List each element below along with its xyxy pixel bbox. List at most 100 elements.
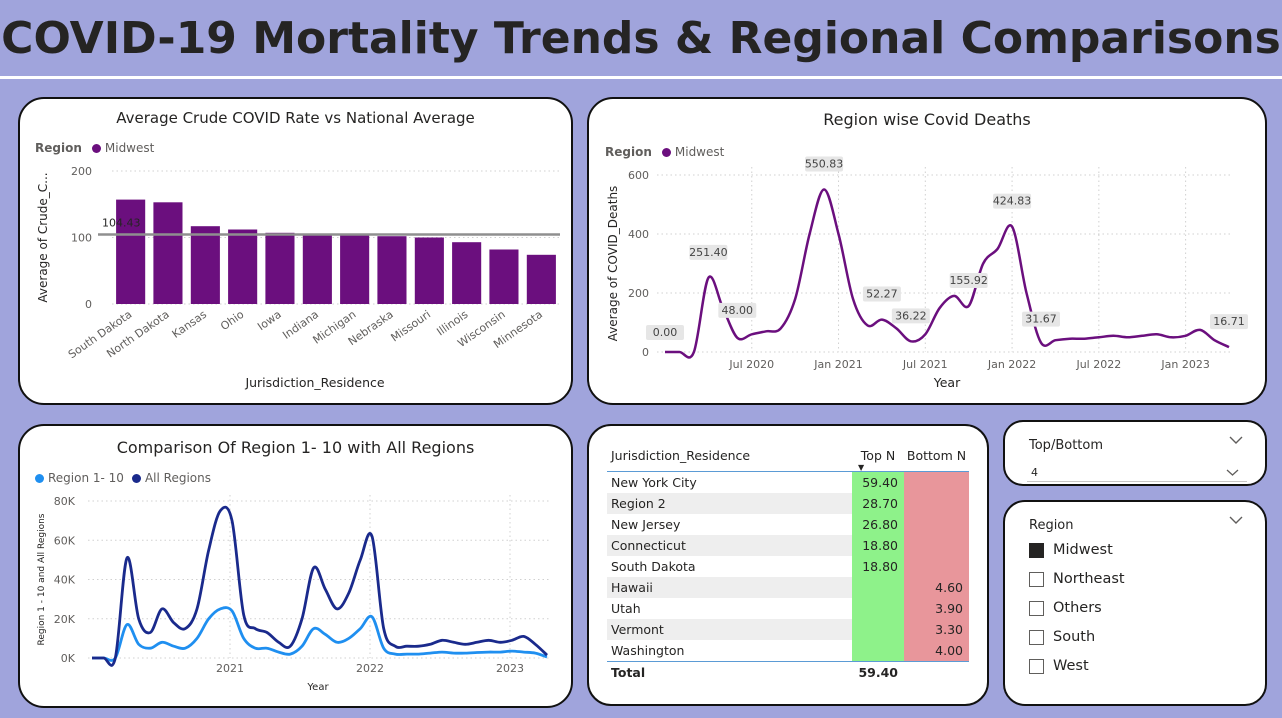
compare-legend-a: Region 1- 10 — [48, 471, 124, 485]
cell-top-n: 59.40 — [852, 472, 904, 493]
region-option-label: Midwest — [1053, 542, 1113, 558]
cell-jurisdiction: Hawaii — [611, 580, 653, 595]
bar-legend-item: Midwest — [104, 141, 155, 155]
total-value: 59.40 — [858, 665, 898, 680]
total-bottom-empty — [904, 662, 969, 683]
data-label-bg — [891, 308, 930, 324]
col-header-top-n[interactable]: Top N ▼ — [852, 448, 904, 472]
line-x-tick: Jan 2022 — [987, 358, 1036, 371]
region-collapse-chevron-icon[interactable] — [1229, 514, 1243, 529]
bar-y-axis-label: Average of Crude_C... — [36, 172, 50, 302]
table-row[interactable]: Utah 3.90 — [607, 598, 969, 619]
data-label: 251.40 — [689, 246, 728, 259]
data-label: 48.00 — [722, 304, 754, 317]
col-header-bottom-n[interactable]: Bottom N — [906, 448, 967, 463]
cell-top-n: 28.70 — [852, 493, 904, 514]
table-row[interactable]: Hawaii 4.60 — [607, 577, 969, 598]
bar-missouri — [414, 237, 444, 304]
table-row[interactable]: New York City 59.40 — [607, 472, 969, 493]
compare-x-axis-label: Year — [306, 682, 329, 693]
compare-chart-card[interactable]: Comparison Of Region 1- 10 with All Regi… — [18, 424, 573, 708]
line-y-tick: 0 — [642, 346, 649, 359]
checkbox-icon[interactable] — [1029, 658, 1044, 674]
all-regions-dot-icon — [131, 473, 141, 483]
bar-y-tick: 100 — [71, 232, 92, 245]
data-label-bg — [1022, 311, 1060, 327]
col-header-top-n-label: Top N — [860, 448, 896, 463]
cell-jurisdiction: Connecticut — [611, 538, 686, 553]
table-row[interactable]: Washington 4.00 — [607, 640, 969, 661]
compare-legend-b: All Regions — [144, 471, 211, 485]
data-label: 424.83 — [993, 195, 1032, 208]
table-header: Jurisdiction_Residence Top N ▼ Bottom N — [607, 438, 969, 472]
table-body: New York City 59.40 Region 2 28.70 New Jerse… — [607, 472, 969, 661]
region-option-west[interactable]: West — [1029, 658, 1089, 674]
midwest-deaths-line — [665, 188, 1230, 359]
data-label-bg — [862, 286, 901, 302]
col-header-jurisdiction[interactable]: Jurisdiction_Residence — [611, 448, 751, 463]
bar-minnesota — [526, 254, 556, 304]
checkbox-icon[interactable] — [1029, 600, 1044, 616]
cell-bottom-n — [904, 472, 969, 493]
region-option-label: West — [1053, 658, 1089, 674]
bar-legend-label: Region — [35, 141, 82, 155]
line-chart-legend[interactable]: Region Midwest — [605, 145, 724, 159]
line-chart-plot[interactable]: 600 400 200 0 Jul 2020 Jan 2021 Jul 2021 Jan 20… — [589, 99, 1267, 405]
checkbox-icon[interactable] — [1029, 629, 1044, 645]
region-slicer[interactable]: Region Midwest Northeast Others South West — [1003, 500, 1267, 706]
topbottom-collapse-chevron-icon[interactable] — [1229, 434, 1243, 449]
topn-table: Jurisdiction_Residence Top N ▼ Bottom N … — [607, 438, 969, 683]
cell-bottom-n: 3.90 — [904, 598, 969, 619]
region-option-others[interactable]: Others — [1029, 600, 1102, 616]
line-chart-card[interactable]: Region wise Covid Deaths Region Midwest … — [587, 97, 1267, 405]
checkbox-icon[interactable] — [1029, 542, 1044, 558]
region-option-label: Northeast — [1053, 571, 1125, 587]
bar-south-dakota — [116, 199, 146, 304]
compare-y-tick: 0K — [61, 652, 76, 665]
title-divider — [0, 76, 1282, 79]
checkbox-icon[interactable] — [1029, 571, 1044, 587]
table-row[interactable]: Vermont 3.30 — [607, 619, 969, 640]
region-option-northeast[interactable]: Northeast — [1029, 571, 1125, 587]
topbottom-dropdown[interactable]: 4 — [1027, 460, 1247, 482]
data-label-bg — [805, 156, 844, 172]
data-label: 0.00 — [653, 326, 678, 339]
line-y-tick: 600 — [628, 169, 649, 182]
cell-bottom-n: 4.60 — [904, 577, 969, 598]
region-option-midwest[interactable]: Midwest — [1029, 542, 1113, 558]
topn-table-card[interactable]: Jurisdiction_Residence Top N ▼ Bottom N … — [587, 424, 989, 706]
line-legend-item: Midwest — [674, 145, 725, 159]
bar-ohio — [228, 229, 258, 304]
bar-chart-card[interactable]: Average Crude COVID Rate vs National Ave… — [18, 97, 573, 405]
topbottom-slicer-title: Top/Bottom — [1029, 438, 1104, 453]
region-option-label: Others — [1053, 600, 1102, 616]
data-label: 31.67 — [1025, 313, 1057, 326]
data-label-bg — [689, 244, 728, 260]
topbottom-slicer[interactable]: Top/Bottom 4 — [1003, 420, 1267, 486]
bar-y-tick: 200 — [71, 165, 92, 178]
topbottom-dropdown-value: 4 — [1031, 466, 1038, 479]
cell-bottom-n: 3.30 — [904, 619, 969, 640]
compare-x-tick: 2023 — [496, 662, 524, 675]
compare-y-tick: 60K — [54, 534, 76, 547]
data-label: 550.83 — [805, 158, 844, 171]
line-legend-label: Region — [605, 145, 652, 159]
bar-nebraska — [377, 236, 407, 304]
compare-chart-legend[interactable]: Region 1- 10 All Regions — [35, 471, 211, 485]
sort-desc-icon: ▼ — [858, 463, 865, 472]
table-row[interactable]: Region 2 28.70 — [607, 493, 969, 514]
region-slicer-title: Region — [1029, 518, 1074, 533]
bar-legend-dot-icon — [91, 143, 101, 153]
compare-chart-plot[interactable]: 80K 60K 40K 20K 0K 2021 2022 2023 Region 1 - 10 … — [20, 426, 573, 708]
bar-north-dakota — [153, 202, 183, 304]
cell-top-n — [852, 619, 904, 640]
bar-wisconsin — [489, 249, 519, 304]
bar-chart-legend[interactable]: Region Midwest — [35, 141, 154, 155]
line-y-axis-label: Average of COVID_Deaths — [606, 186, 620, 342]
table-row[interactable]: Connecticut 18.80 — [607, 535, 969, 556]
table-row[interactable]: New Jersey 26.80 — [607, 514, 969, 535]
region-option-south[interactable]: South — [1029, 629, 1095, 645]
table-row[interactable]: South Dakota 18.80 — [607, 556, 969, 577]
cell-top-n — [852, 640, 904, 661]
